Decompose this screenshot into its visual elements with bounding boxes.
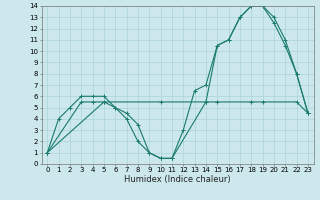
X-axis label: Humidex (Indice chaleur): Humidex (Indice chaleur) — [124, 175, 231, 184]
